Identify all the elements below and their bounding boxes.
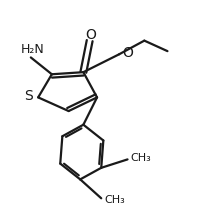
- Text: CH₃: CH₃: [104, 195, 125, 205]
- Text: H₂N: H₂N: [20, 42, 44, 55]
- Text: O: O: [122, 46, 133, 60]
- Text: S: S: [24, 89, 33, 103]
- Text: O: O: [85, 28, 96, 42]
- Text: CH₃: CH₃: [131, 153, 151, 163]
